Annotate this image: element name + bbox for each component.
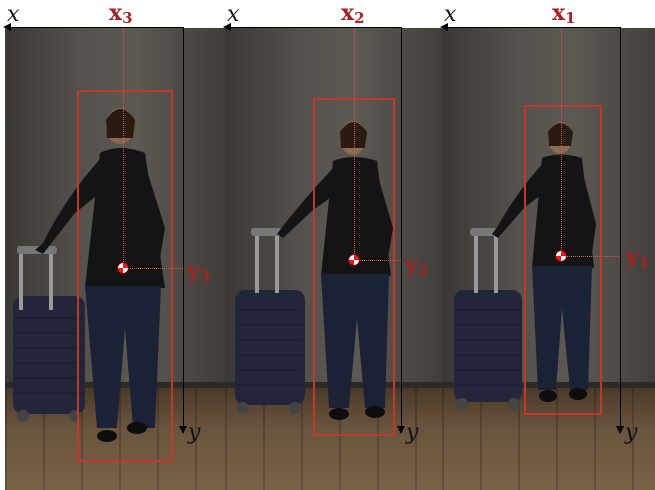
x-coord-label: x1 [552, 0, 576, 27]
x-axis-arrow [223, 23, 401, 31]
centroid-marker [117, 262, 129, 274]
y-axis-arrow [179, 27, 187, 434]
y-axis-arrow [397, 27, 405, 434]
x-axis-label: x [444, 2, 457, 27]
y-axis-label: y [188, 420, 201, 445]
y-axis-label: y [625, 420, 638, 445]
person-with-suitcase [454, 122, 596, 410]
y-guide-line [354, 260, 401, 261]
panel-2: x y x2 y2 [223, 0, 445, 490]
y-guide-line [561, 256, 620, 257]
x-guide-line [123, 28, 124, 268]
y-coord-label: y2 [405, 252, 429, 279]
photo [5, 28, 225, 490]
x-axis-arrow [440, 23, 620, 31]
y-coord-label: y3 [187, 258, 211, 285]
person-with-suitcase [13, 108, 165, 442]
x-axis-arrow [3, 23, 183, 31]
panel-1: x y x1 y1 [440, 0, 655, 490]
centroid-marker [348, 254, 360, 266]
x-coord-label: x2 [341, 0, 365, 27]
y-axis-arrow [616, 27, 624, 434]
photo [225, 28, 445, 490]
y-axis-label: y [406, 420, 419, 445]
x-axis-label: x [227, 2, 240, 27]
bounding-box [77, 90, 173, 462]
x-coord-label: x3 [109, 0, 133, 27]
person-with-suitcase [235, 121, 393, 420]
y-coord-label: y1 [626, 244, 650, 271]
bounding-box [524, 105, 602, 415]
centroid-marker [555, 250, 567, 262]
photo [442, 28, 655, 490]
y-guide-line [123, 268, 183, 269]
panel-3: x y x3 y3 [3, 0, 225, 490]
x-axis-label: x [7, 2, 20, 27]
x-guide-line [354, 28, 355, 260]
x-guide-line [561, 28, 562, 256]
